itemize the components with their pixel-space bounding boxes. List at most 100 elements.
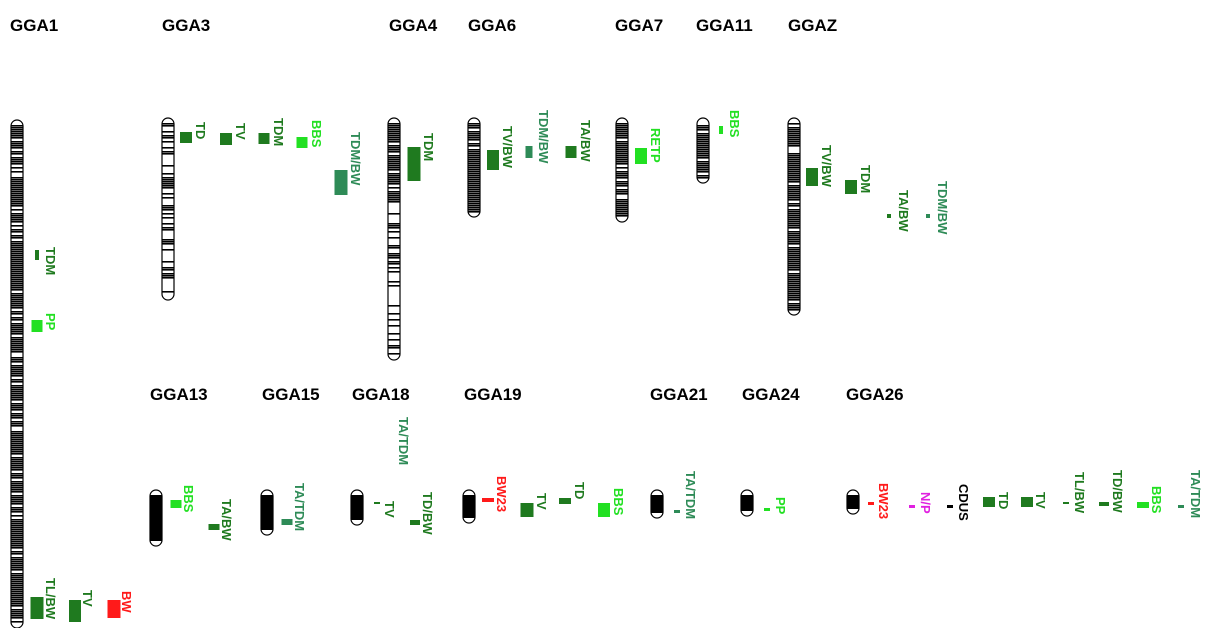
gga7-band	[616, 205, 628, 207]
gga3-band	[162, 185, 174, 187]
ggaz-band	[788, 189, 800, 191]
gga4-band	[388, 163, 400, 165]
gga1-band	[11, 367, 23, 369]
gga1-band	[11, 129, 23, 131]
gga1-band	[11, 323, 23, 325]
gga26-qtl-label: TA/TDM	[1188, 470, 1203, 518]
gga1-band	[11, 389, 23, 391]
gga1-band	[11, 393, 23, 395]
gga6-band	[468, 197, 480, 199]
gga1-band	[11, 183, 23, 185]
gga1-band	[11, 583, 23, 585]
gga7-band	[616, 199, 628, 201]
gga1-title: GGA1	[10, 16, 58, 35]
ggaz-band	[788, 181, 800, 183]
gga1-band	[11, 339, 23, 341]
gga4-band	[388, 145, 400, 147]
ggaz-band	[788, 219, 800, 221]
gga4-band	[388, 175, 400, 177]
ggaz-band	[788, 233, 800, 235]
gga26-qtl-bar	[909, 505, 915, 508]
gga1-band	[11, 591, 23, 593]
gga4-band	[388, 247, 400, 249]
gga11-band	[697, 165, 709, 167]
gga1-band	[11, 329, 23, 331]
ggaz-band	[788, 241, 800, 243]
gga7-band	[616, 209, 628, 211]
gga1-band	[11, 545, 23, 547]
ggaz-band	[788, 287, 800, 289]
gga7-qtl-bar	[635, 148, 647, 164]
gga1-band	[11, 135, 23, 137]
gga26-qtl-bar	[1178, 505, 1184, 508]
ggaz-band	[788, 163, 800, 165]
gga1-band	[11, 413, 23, 415]
gga4-band	[388, 147, 400, 149]
ggaz-band	[788, 221, 800, 223]
ggaz-band	[788, 217, 800, 219]
gga4-chromosome	[387, 117, 401, 361]
gga18-qtl-label: TA/TDM	[396, 417, 411, 465]
gga7-band	[616, 123, 628, 125]
gga4-band	[388, 271, 400, 273]
ggaz-band	[788, 169, 800, 171]
gga19-qtl-bar	[520, 503, 534, 517]
gga1-band	[11, 417, 23, 419]
gga6-band	[468, 123, 480, 125]
gga3-band	[162, 209, 174, 211]
gga3-band	[162, 123, 174, 125]
gga3-band	[162, 213, 174, 215]
gga1-band	[11, 247, 23, 249]
gga1-band	[11, 415, 23, 417]
gga4-band	[388, 155, 400, 157]
gga1-band	[11, 133, 23, 135]
gga3-band	[162, 177, 174, 179]
gga4-band	[388, 161, 400, 163]
gga1-band	[11, 543, 23, 545]
ggaz-band	[788, 167, 800, 169]
gga1-band	[11, 509, 23, 511]
gga6-band	[468, 193, 480, 195]
gga1-band	[11, 213, 23, 215]
gga11-title: GGA11	[696, 16, 753, 35]
gga1-band	[11, 161, 23, 163]
gga1-band	[11, 557, 23, 559]
gga1-band	[11, 365, 23, 367]
ggaz-band	[788, 223, 800, 225]
gga1-band	[11, 295, 23, 297]
gga1-band	[11, 503, 23, 505]
gga1-band	[11, 349, 23, 351]
gga1-band	[11, 567, 23, 569]
gga1-band	[11, 193, 23, 195]
gga7-band	[616, 145, 628, 147]
gga7-band	[616, 183, 628, 185]
gga6-band	[468, 159, 480, 161]
gga1-band	[11, 593, 23, 595]
gga18-qtl-label: TV	[382, 501, 397, 518]
gga13-band	[150, 495, 162, 541]
gga3-band	[162, 217, 174, 219]
gga1-qtl-bar	[69, 600, 81, 622]
gga1-band	[11, 447, 23, 449]
gga11-qtl-bar	[719, 126, 723, 134]
gga1-band	[11, 407, 23, 409]
gga21-title: GGA21	[650, 385, 708, 404]
gga21-band	[651, 495, 663, 513]
gga4-band	[388, 151, 400, 153]
gga1-band	[11, 483, 23, 485]
ggaz-band	[788, 237, 800, 239]
gga1-band	[11, 481, 23, 483]
gga1-band	[11, 537, 23, 539]
gga1-band	[11, 189, 23, 191]
gga21-qtl-label: TA/TDM	[683, 471, 698, 519]
ggaz-qtl-label: TDM/BW	[935, 181, 950, 235]
gga1-band	[11, 441, 23, 443]
ggaz-band	[788, 283, 800, 285]
gga4-band	[388, 325, 400, 327]
ggaz-qtl-bar	[926, 214, 930, 218]
gga1-band	[11, 423, 23, 425]
gga3-band	[162, 197, 174, 199]
gga4-band	[388, 261, 400, 263]
gga26-qtl-bar	[1099, 502, 1109, 506]
gga1-band	[11, 457, 23, 459]
